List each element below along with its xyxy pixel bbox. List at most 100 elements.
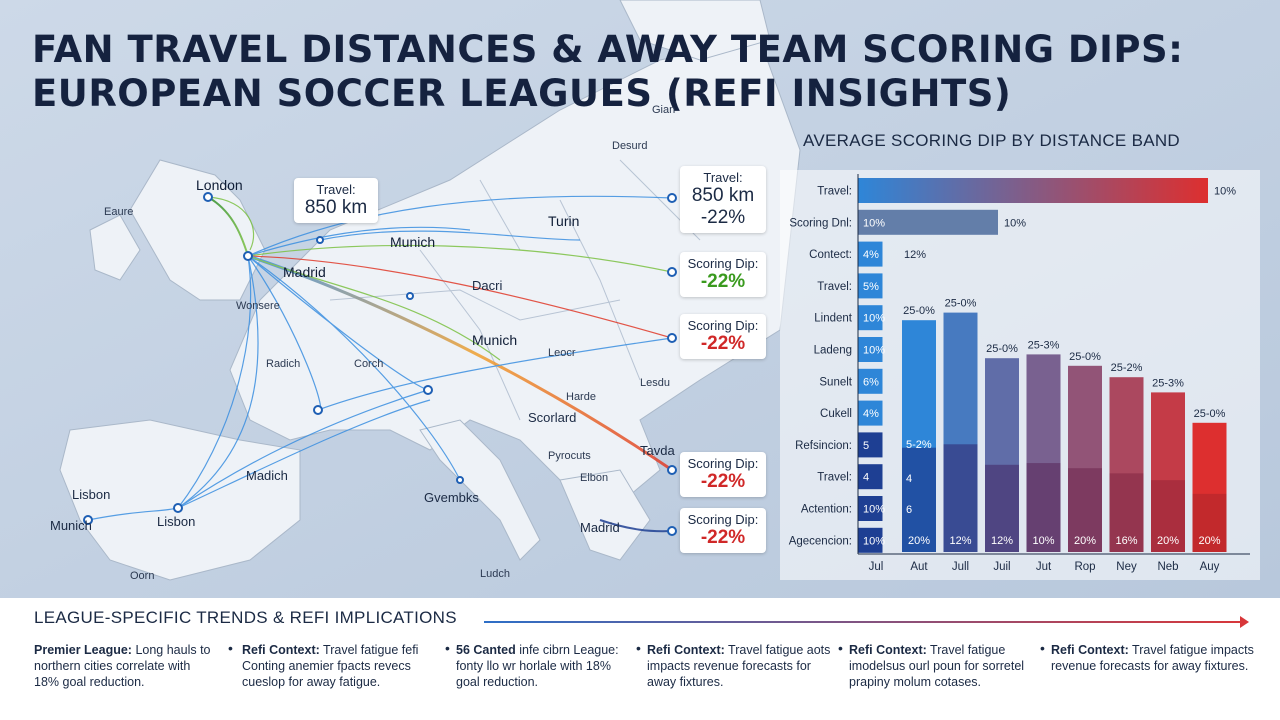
h-bar-value-label: 10% (863, 217, 885, 229)
city-label-turin: Turin (548, 213, 580, 229)
footer-column-2: Refi Context: Travel fatigue fefi Contin… (242, 642, 427, 690)
v-bar-top-label: 25-3% (1028, 339, 1060, 351)
v-bar-base-label: 12% (991, 535, 1013, 547)
h-category-label: Travel: (817, 472, 852, 484)
v-bar-base-label: 20% (1198, 535, 1220, 547)
city-label-dacri: Dacri (472, 278, 503, 293)
v-bar-base-label: 12% (949, 535, 971, 547)
v-bar-top-label: 25-2% (1111, 362, 1143, 374)
v-bar-shade (1151, 480, 1185, 552)
v-bar-extra-label: 12% (904, 249, 926, 261)
footer-col5-text: Travel fatigue imodelsus ourl poun for s… (849, 643, 1025, 689)
v-bar-shade (1026, 463, 1061, 552)
v-bar-base-label: 20% (1157, 535, 1179, 547)
h-bar-end-label: 10% (1214, 186, 1236, 198)
city-label-tavda: Tavda (640, 443, 675, 458)
callout-label: Travel: (316, 182, 356, 197)
callout-value: -22% (700, 527, 746, 548)
chart-title: AVERAGE SCORING DIP BY DISTANCE BAND (803, 131, 1181, 150)
footer-column-6: Refi Context: Travel fatigue impacts rev… (1051, 642, 1256, 674)
x-tick-label: Aut (910, 561, 928, 573)
v-bar-extra-label: 6 (906, 504, 912, 516)
city-label-madrid-2: Madrid (580, 520, 620, 535)
footer-col3-heading: 56 Canted (456, 643, 516, 657)
h-category-label: Actention: (801, 504, 852, 516)
h-bar-value-label: 5 (863, 440, 869, 452)
scoring-dip-callout-1: Scoring Dip: -22% (680, 252, 766, 297)
h-bar-value-label: 6% (863, 376, 879, 388)
v-bar-extra-label: 4 (906, 473, 912, 485)
v-bar-base-label: 16% (1115, 535, 1137, 547)
h-category-label: Travel: (817, 186, 852, 198)
scoring-dip-callout-2: Scoring Dip: -22% (680, 314, 766, 359)
city-label-leocr: Leocr (548, 347, 576, 359)
h-bar (858, 527, 883, 553)
scoring-dip-chart: Travel: 10% Scoring Dnl: 10% 10% Contect: 4% Tr… (780, 170, 1260, 580)
v-bar-top-label: 25-3% (1152, 377, 1184, 389)
h-bar-end-label: 10% (1004, 217, 1026, 229)
x-tick-label: Auy (1200, 561, 1220, 573)
callout-label: Travel: (703, 170, 743, 185)
h-category-label: Sunelt (819, 376, 852, 388)
callout-value: -22% (700, 271, 746, 292)
city-label-wonsere: Wonsere (236, 300, 280, 312)
footer-arrow-icon (1240, 616, 1249, 628)
h-category-label: Refsincion: (795, 440, 852, 452)
x-tick-label: Rop (1074, 561, 1095, 573)
h-bar-value-label: 10% (863, 345, 885, 357)
footer-column-3: 56 Canted infe cibrn League: fonty llo w… (456, 642, 636, 690)
title-line-2: EUROPEAN SOCCER LEAGUES (REFI INSIGHTS) (32, 72, 1012, 115)
city-label-elbon: Elbon (580, 472, 609, 484)
v-bar-shade (1192, 493, 1227, 552)
x-tick-label: Ney (1116, 561, 1137, 573)
city-label-corch: Corch (354, 358, 384, 370)
h-bar (858, 432, 883, 458)
x-tick-label: Jul (869, 561, 884, 573)
scoring-dip-callout-3: Scoring Dip: -22% (680, 452, 766, 497)
v-bar-shade (985, 464, 1019, 552)
h-category-label: Travel: (817, 281, 852, 293)
callout-label: Scoring Dip: (687, 256, 759, 271)
h-bar (858, 305, 883, 331)
bullet-icon: • (838, 640, 843, 656)
h-bar-value-label: 4 (863, 472, 869, 484)
footer-col5-heading: Refi Context: (849, 643, 927, 657)
x-tick-label: Jut (1036, 561, 1052, 573)
h-bar (858, 496, 883, 521)
footer-arrow-line (484, 621, 1244, 623)
city-label-lesdu: Lesdu (640, 377, 670, 389)
footer-col4-heading: Refi Context: (647, 643, 725, 657)
callout-distance: 850 km (304, 197, 368, 218)
city-label-harde: Harde (566, 391, 596, 403)
city-label-gian: Gian (652, 104, 676, 116)
h-bar-value-label: 10% (863, 504, 885, 516)
city-label-oorn: Oorn (130, 570, 155, 582)
footer-col6-heading: Refi Context: (1051, 643, 1129, 657)
scoring-dip-callout-4: Scoring Dip: -22% (680, 508, 766, 553)
v-bar-top-label: 25-0% (1069, 351, 1101, 363)
x-tick-label: Juil (993, 561, 1010, 573)
city-label-gvembks: Gvembks (424, 490, 479, 505)
footer-col2-heading: Refi Context: (242, 643, 320, 657)
footer-panel (0, 598, 1280, 720)
v-bar-shade (1068, 468, 1102, 552)
v-bar-shade (902, 447, 936, 552)
city-label-munich-2: Munich (472, 332, 518, 348)
bullet-icon: • (228, 640, 233, 656)
city-label-munich: Munich (390, 234, 436, 250)
bullet-icon: • (636, 640, 641, 656)
h-category-label: Ladeng (814, 345, 852, 357)
h-category-label: Cukell (820, 408, 852, 420)
h-bar-value-label: 5% (863, 281, 879, 293)
v-bar-base-label: 20% (1074, 535, 1096, 547)
h-bar (858, 209, 998, 235)
v-bar-top-label: 25-0% (986, 343, 1018, 355)
h-bar (858, 178, 1208, 203)
city-label-madich: Madich (246, 468, 288, 483)
city-label-london: London (196, 177, 243, 193)
footer-col3-text: infe cibrn League: fonty llo wr horlale … (456, 643, 619, 689)
callout-label: Scoring Dip: (687, 512, 759, 527)
footer-column-1: Premier League: Long hauls to northern c… (34, 642, 214, 690)
v-bar-shade (943, 444, 978, 552)
city-label-lisbon: Lisbon (72, 487, 111, 502)
